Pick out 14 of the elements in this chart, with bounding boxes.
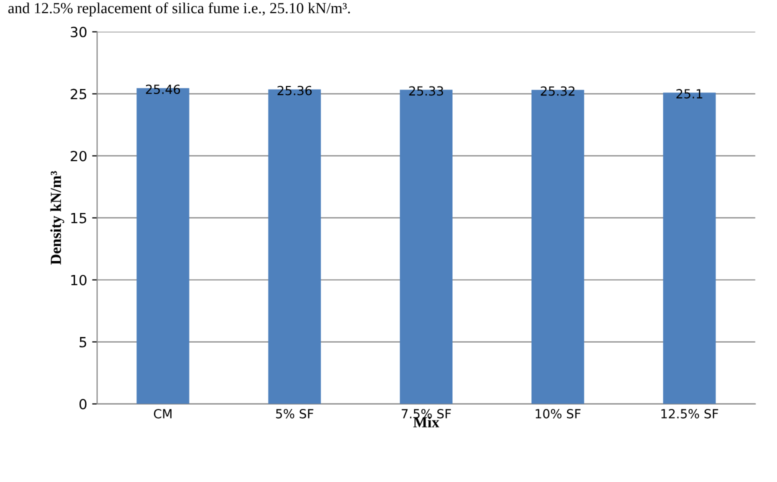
y-tick-label: 10 — [71, 274, 86, 286]
y-tick-label: 25 — [70, 88, 86, 100]
x-axis-title: Mix — [413, 416, 440, 428]
x-tick-label: 12.5% SF — [661, 409, 718, 418]
x-tick-label: 10% SF — [536, 409, 581, 418]
text: and 12.5% replacement of silica fume i.e., 25.10 kN/m³. — [8, 2, 350, 16]
y-tick-label: 15 — [71, 213, 86, 224]
y-tick-label: 20 — [70, 150, 86, 162]
x-tick-label: 5% SF — [276, 409, 314, 418]
y-axis-title: Density kN/m³ — [50, 171, 64, 265]
y-tick-label: 30 — [70, 26, 86, 38]
x-tick-label: CM — [154, 409, 172, 418]
y-tick-label: 5 — [80, 337, 86, 348]
y-tick-label: 0 — [79, 398, 86, 410]
